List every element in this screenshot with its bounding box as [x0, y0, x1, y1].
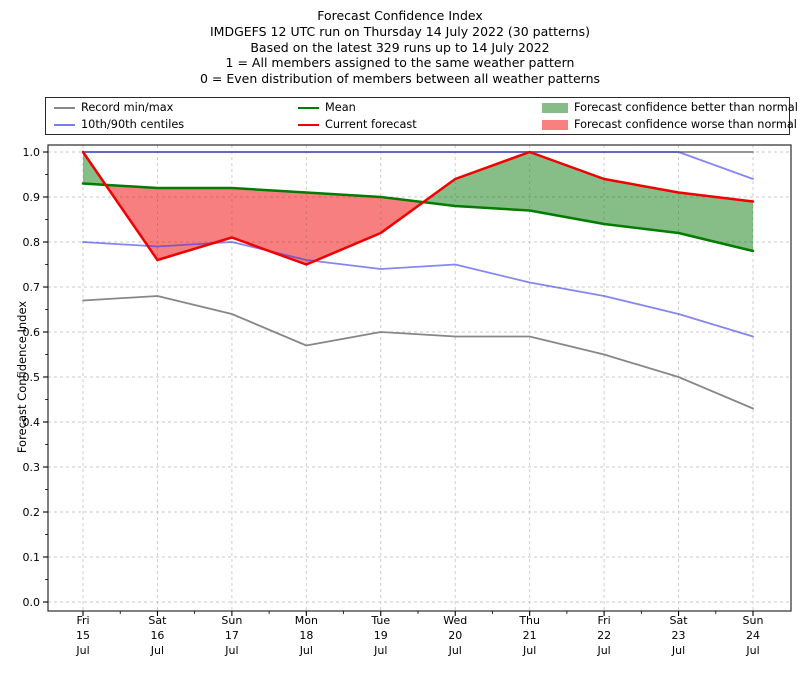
legend-label: Mean — [325, 101, 356, 114]
x-tick-label: Sun 17 Jul — [221, 614, 242, 657]
x-tick-label: Sat 23 Jul — [670, 614, 689, 657]
legend-item-current-forecast: Current forecast — [290, 118, 534, 132]
title-block: Forecast Confidence Index IMDGEFS 12 UTC… — [0, 8, 800, 87]
y-tick-label: 0.4 — [23, 416, 41, 429]
y-tick-label: 0.6 — [23, 326, 41, 339]
series-line-record-min — [82, 295, 754, 410]
y-tick-label: 0.8 — [23, 236, 41, 249]
series-line-mean — [81, 182, 755, 253]
series-line-10th-centile — [82, 241, 754, 338]
legend-item-centiles: 10th/90th centiles — [46, 118, 290, 132]
fill-better-than-normal — [455, 152, 530, 211]
legend-col-2: Mean Current forecast — [290, 101, 534, 132]
x-tick-label: Fri 22 Jul — [596, 614, 611, 657]
fill-worse-than-normal — [231, 188, 307, 265]
fill-better-than-normal — [529, 152, 605, 224]
y-tick-label: 0.5 — [23, 371, 41, 384]
legend-item-mean: Mean — [290, 101, 534, 115]
legend-label: Record min/max — [81, 101, 174, 114]
series-line-current-forecast — [81, 150, 755, 266]
chart-subtitle2: Based on the latest 329 runs up to 14 Ju… — [250, 39, 550, 55]
scale-note-0: 0 = Even distribution of members between… — [199, 71, 601, 87]
fill-worse-than-normal — [306, 192, 381, 265]
x-tick-label: Sun 24 Jul — [743, 614, 764, 657]
worse-patch-swatch — [542, 119, 568, 130]
series-line-90th-centile — [82, 151, 754, 180]
legend-col-1: Record min/max 10th/90th centiles — [46, 101, 290, 132]
chart-subtitle: IMDGEFS 12 UTC run on Thursday 14 July 2… — [210, 23, 590, 39]
legend: Record min/max 10th/90th centiles Mean C… — [45, 97, 798, 135]
y-tick-label: 0.7 — [23, 281, 41, 294]
fill-better-than-normal — [604, 179, 679, 233]
x-tick-label: Mon 18 Jul — [295, 614, 318, 657]
x-tick-label: Thu 21 Jul — [518, 614, 540, 657]
legend-item-worse-than-normal: Forecast confidence worse than normal — [534, 118, 798, 132]
mean-line-swatch — [298, 106, 319, 109]
legend-item-record-minmax: Record min/max — [46, 101, 290, 115]
legend-label: Current forecast — [325, 118, 417, 131]
y-tick-label: 0.1 — [23, 551, 41, 564]
y-tick-label: 0.3 — [23, 461, 41, 474]
y-tick-label: 1.0 — [23, 146, 41, 159]
x-tick-label: Fri 15 Jul — [75, 614, 90, 657]
x-tick-label: Sat 16 Jul — [148, 614, 167, 657]
chart-title: Forecast Confidence Index — [317, 8, 483, 23]
scale-note-1: 1 = All members assigned to the same wea… — [225, 55, 575, 71]
x-tick-label: Tue 19 Jul — [370, 614, 390, 657]
better-patch-swatch — [542, 102, 568, 113]
centiles-line-swatch — [54, 123, 75, 126]
legend-col-3: Forecast confidence better than normal F… — [534, 101, 798, 132]
current-forecast-line-swatch — [298, 123, 319, 126]
legend-item-better-than-normal: Forecast confidence better than normal — [534, 101, 798, 115]
x-tick-label: Wed 20 Jul — [443, 614, 467, 657]
record-minmax-line-swatch — [54, 106, 75, 109]
y-tick-label: 0.2 — [23, 506, 41, 519]
y-tick-label: 0.0 — [23, 596, 41, 609]
legend-label: 10th/90th centiles — [81, 118, 185, 131]
y-tick-label: 0.9 — [23, 191, 41, 204]
legend-label: Forecast confidence better than normal — [574, 101, 798, 114]
legend-label: Forecast confidence worse than normal — [574, 118, 797, 131]
plot-border — [47, 144, 792, 612]
